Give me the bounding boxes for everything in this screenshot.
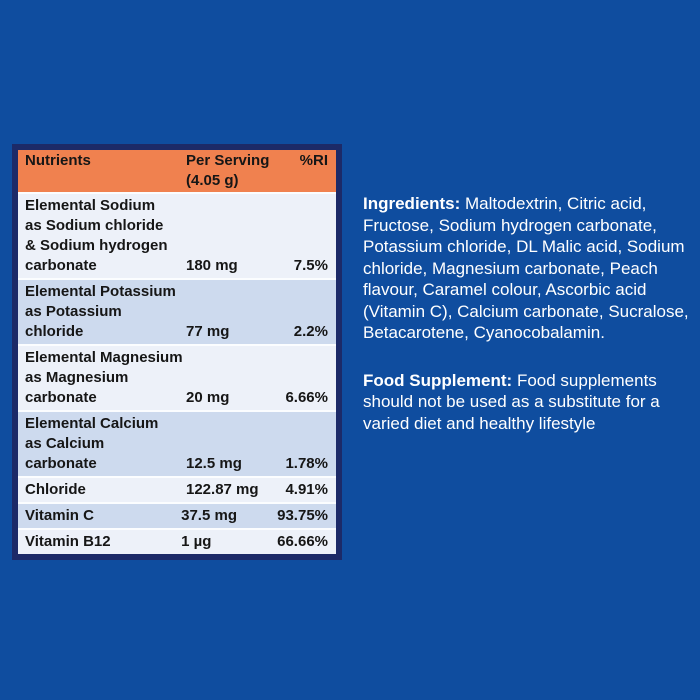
table-row-vitamin-c: Vitamin C 37.5 mg 93.75% [18, 502, 336, 528]
nutrient-name: Vitamin C [25, 507, 94, 524]
ingredients-paragraph: Ingredients: Maltodextrin, Citric acid, … [363, 193, 697, 344]
table-row-calcium: Elemental Calcium as Calcium carbonate 1… [18, 410, 336, 476]
food-supplement-paragraph: Food Supplement: Food supplements should… [363, 370, 697, 435]
info-text-block: Ingredients: Maltodextrin, Citric acid, … [363, 193, 697, 434]
table-row-vitamin-b12: Vitamin B12 1 µg 66.66% [18, 528, 336, 554]
nutrient-ri: 7.5% [293, 257, 328, 274]
table-header-row: Nutrients Per Serving (4.05 g) %RI [18, 150, 336, 192]
nutrient-ri: 66.66% [277, 533, 328, 550]
nutrient-name: Elemental Magnesium as Magnesium carbona… [25, 349, 183, 406]
nutrient-amount: 20 mg [186, 389, 230, 406]
nutrient-name: Vitamin B12 [25, 533, 111, 550]
food-supplement-text: Food supplements should not be used as a… [363, 370, 660, 433]
ingredients-text: Maltodextrin, Citric acid, Fructose, Sod… [363, 194, 689, 342]
nutrient-ri: 93.75% [277, 507, 328, 524]
food-supplement-label: Food Supplement: [363, 370, 513, 390]
header-nutrients: Nutrients [25, 152, 91, 169]
nutrient-ri: 1.78% [285, 455, 328, 472]
nutrition-table: Nutrients Per Serving (4.05 g) %RI Eleme… [12, 144, 342, 560]
header-per-serving: Per Serving (4.05 g) [186, 152, 270, 189]
nutrient-name: Chloride [25, 481, 86, 498]
nutrient-amount: 12.5 mg [186, 455, 242, 472]
nutrient-ri: 4.91% [285, 481, 328, 498]
ingredients-label: Ingredients: [363, 194, 461, 213]
nutrient-amount: 122.87 mg [186, 481, 259, 498]
nutrient-amount: 37.5 mg [181, 507, 237, 524]
header-ri: %RI [299, 152, 328, 169]
nutrient-amount: 77 mg [186, 323, 230, 340]
table-row-sodium: Elemental Sodium as Sodium chloride & So… [18, 192, 336, 278]
nutrient-amount: 180 mg [186, 257, 238, 274]
table-row-chloride: Chloride 122.87 mg 4.91% [18, 476, 336, 502]
table-row-magnesium: Elemental Magnesium as Magnesium carbona… [18, 344, 336, 410]
nutrient-ri: 6.66% [285, 389, 328, 406]
nutrient-name: Elemental Calcium as Calcium carbonate [25, 415, 159, 472]
nutrient-amount: 1 µg [181, 533, 212, 550]
table-row-potassium: Elemental Potassium as Potassium chlorid… [18, 278, 336, 344]
nutrient-name: Elemental Potassium as Potassium chlorid… [25, 283, 176, 340]
nutrient-ri: 2.2% [293, 323, 328, 340]
nutrient-name: Elemental Sodium as Sodium chloride & So… [25, 197, 168, 274]
